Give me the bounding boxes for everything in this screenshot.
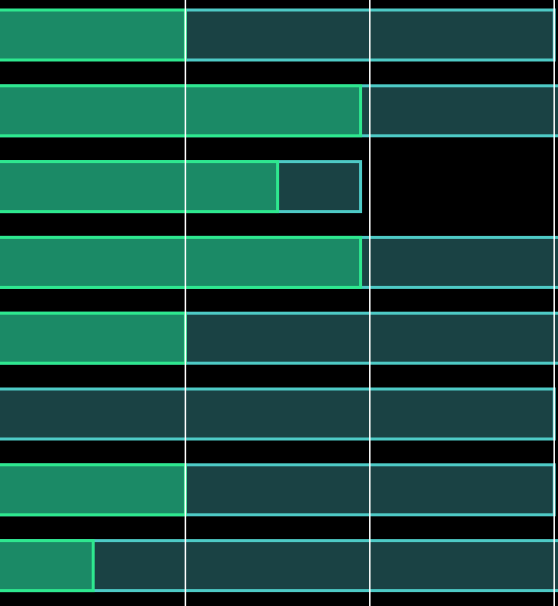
progress-bar-5 (0, 313, 185, 363)
progress-bar-3 (0, 162, 278, 212)
progress-bar-7 (0, 465, 185, 515)
progress-bar-8 (0, 541, 93, 591)
progress-bar-4 (0, 237, 361, 287)
progress-bar-1 (0, 10, 185, 60)
track-bar-6 (0, 389, 554, 439)
progress-bar-2 (0, 86, 361, 136)
